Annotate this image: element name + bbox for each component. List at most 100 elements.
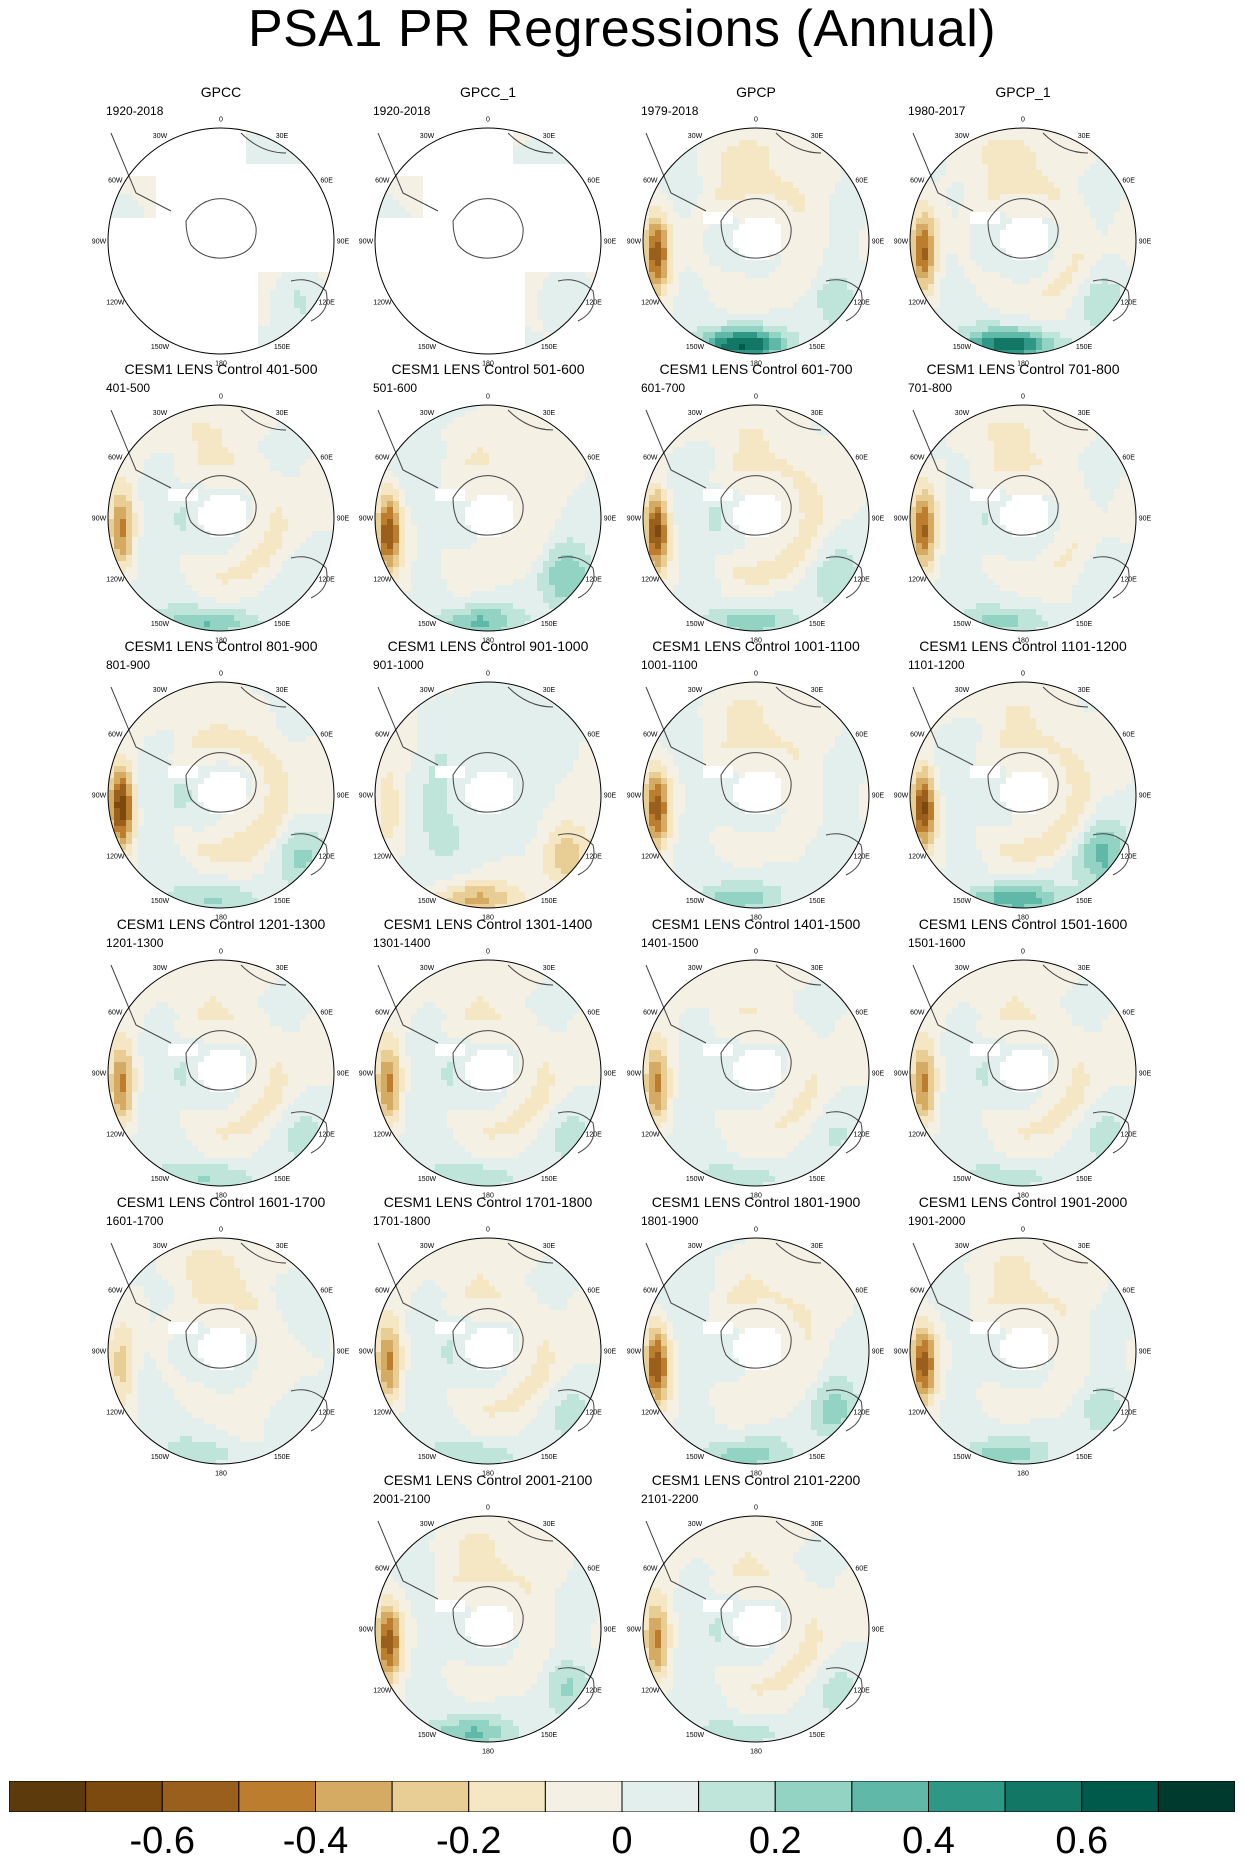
longitude-label: 90E <box>872 516 885 523</box>
longitude-label: 120W <box>641 1410 660 1417</box>
longitude-label: 120W <box>373 1410 392 1417</box>
colorbar-tick-label: 0.6 <box>1055 1822 1108 1860</box>
longitude-label: 0 <box>1021 117 1025 124</box>
longitude-label: 120W <box>106 1132 125 1139</box>
longitude-label: 60E <box>587 455 600 462</box>
longitude-label: 30E <box>1078 965 1091 972</box>
longitude-label: 30E <box>543 133 556 140</box>
longitude-label: 60E <box>855 1288 868 1295</box>
longitude-label: 0 <box>1021 949 1025 956</box>
longitude-label: 60W <box>108 455 123 462</box>
longitude-label: 30W <box>955 965 970 972</box>
longitude-label: 60W <box>375 455 390 462</box>
panel-title: CESM1 LENS Control 1301-1400 <box>384 916 593 932</box>
longitude-label: 150E <box>274 344 291 351</box>
longitude-label: 90W <box>92 239 107 246</box>
longitude-label: 30W <box>153 133 168 140</box>
longitude-label: 120W <box>641 854 660 861</box>
longitude-label: 60E <box>1122 178 1135 185</box>
longitude-label: 120E <box>853 854 870 861</box>
longitude-label: 90W <box>359 1071 374 1078</box>
longitude-label: 30W <box>955 133 970 140</box>
longitude-label: 90E <box>872 1071 885 1078</box>
longitude-label: 150W <box>151 1454 170 1461</box>
longitude-label: 0 <box>219 1227 223 1234</box>
longitude-label: 60E <box>587 732 600 739</box>
longitude-label: 120E <box>585 577 602 584</box>
panel-title: CESM1 LENS Control 1101-1200 <box>919 638 1127 654</box>
longitude-label: 30E <box>543 965 556 972</box>
longitude-label: 150E <box>809 1176 826 1183</box>
longitude-label: 60W <box>910 1288 925 1295</box>
longitude-label: 30W <box>420 965 435 972</box>
longitude-label: 150E <box>274 898 291 905</box>
longitude-label: 30W <box>688 1243 703 1250</box>
longitude-label: 90W <box>894 239 909 246</box>
longitude-label: 30E <box>1078 687 1091 694</box>
longitude-label: 120W <box>641 300 660 307</box>
longitude-label: 60E <box>320 1288 333 1295</box>
longitude-label: 0 <box>486 671 490 678</box>
longitude-label: 150E <box>1076 1454 1093 1461</box>
longitude-label: 150E <box>274 621 291 628</box>
colorbar-tick-label: 0.4 <box>902 1822 955 1860</box>
longitude-label: 120W <box>373 1688 392 1695</box>
longitude-label: 30E <box>276 1243 289 1250</box>
longitude-label: 120E <box>1120 1132 1137 1139</box>
longitude-label: 90E <box>872 1349 885 1356</box>
longitude-label: 120E <box>318 577 335 584</box>
longitude-label: 60E <box>855 1010 868 1017</box>
longitude-label: 90W <box>627 239 642 246</box>
longitude-label: 90E <box>1139 516 1152 523</box>
longitude-label: 60E <box>320 455 333 462</box>
longitude-label: 30E <box>811 687 824 694</box>
longitude-label: 90E <box>604 516 617 523</box>
longitude-label: 120W <box>106 1410 125 1417</box>
longitude-label: 120W <box>106 577 125 584</box>
longitude-label: 30W <box>688 1521 703 1528</box>
colorbar-swatch <box>86 1781 163 1812</box>
longitude-label: 120E <box>318 854 335 861</box>
longitude-label: 90W <box>92 516 107 523</box>
longitude-label: 60W <box>910 1010 925 1017</box>
longitude-label: 120E <box>318 300 335 307</box>
longitude-label: 60E <box>855 455 868 462</box>
panel-title: CESM1 LENS Control 2001-2100 <box>384 1472 593 1488</box>
longitude-label: 120E <box>585 1688 602 1695</box>
longitude-label: 90W <box>894 516 909 523</box>
longitude-label: 0 <box>754 117 758 124</box>
longitude-label: 60W <box>910 178 925 185</box>
longitude-label: 150W <box>151 1176 170 1183</box>
longitude-label: 120E <box>1120 300 1137 307</box>
panel-title: GPCC_1 <box>460 84 516 100</box>
longitude-label: 150W <box>686 1732 705 1739</box>
longitude-label: 60W <box>643 1010 658 1017</box>
colorbar-swatch <box>852 1781 929 1812</box>
longitude-label: 150E <box>809 898 826 905</box>
longitude-label: 30W <box>955 687 970 694</box>
longitude-label: 0 <box>219 394 223 401</box>
panel-title: GPCP <box>736 84 776 100</box>
longitude-label: 60W <box>375 178 390 185</box>
longitude-label: 120W <box>641 1688 660 1695</box>
longitude-label: 150W <box>686 344 705 351</box>
longitude-label: 30E <box>811 1243 824 1250</box>
longitude-label: 90E <box>604 239 617 246</box>
longitude-label: 150E <box>1076 621 1093 628</box>
longitude-label: 60E <box>587 1288 600 1295</box>
longitude-label: 90E <box>337 1071 350 1078</box>
longitude-label: 120E <box>853 1410 870 1417</box>
longitude-label: 30E <box>1078 133 1091 140</box>
longitude-label: 30W <box>955 410 970 417</box>
longitude-label: 90E <box>337 239 350 246</box>
longitude-label: 150E <box>809 1732 826 1739</box>
panel-title: CESM1 LENS Control 1401-1500 <box>652 916 861 932</box>
longitude-label: 60W <box>108 178 123 185</box>
